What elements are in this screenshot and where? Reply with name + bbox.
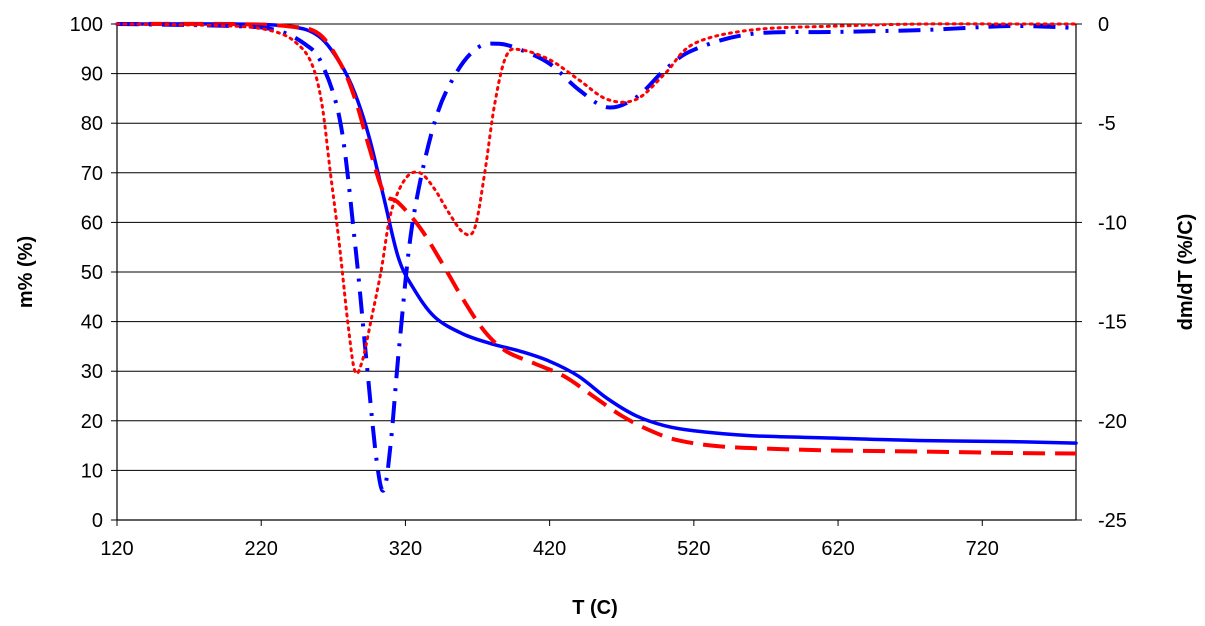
series-line-2-dashed bbox=[116, 21, 1077, 456]
y2-tick-label: -25 bbox=[1098, 510, 1127, 532]
y-tick-label: 60 bbox=[81, 212, 103, 234]
axes bbox=[111, 23, 1082, 526]
y-tick-label: 80 bbox=[81, 113, 103, 135]
y-axis-title: m% (%) bbox=[15, 236, 37, 308]
x-tick-label: 420 bbox=[533, 538, 566, 560]
x-tick-label: 620 bbox=[821, 538, 854, 560]
series-line-1-solid bbox=[115, 22, 1078, 445]
x-tick-label: 520 bbox=[677, 538, 710, 560]
y2-tick-label: -20 bbox=[1098, 411, 1127, 433]
data-series bbox=[115, 21, 1078, 493]
y-tick-label: 50 bbox=[81, 262, 103, 284]
y-tick-label: 90 bbox=[81, 64, 103, 86]
y-tick-label: 70 bbox=[81, 163, 103, 185]
gridlines bbox=[117, 23, 1076, 471]
y2-tick-label: -10 bbox=[1098, 212, 1127, 234]
y-tick-label: 20 bbox=[81, 411, 103, 433]
y2-tick-label: -15 bbox=[1098, 312, 1127, 334]
y-tick-label: 100 bbox=[70, 14, 103, 36]
x-tick-label: 320 bbox=[389, 538, 422, 560]
y-tick-label: 40 bbox=[81, 312, 103, 334]
x-tick-label: 220 bbox=[245, 538, 278, 560]
x-tick-label: 720 bbox=[966, 538, 999, 560]
y2-tick-label: -5 bbox=[1098, 113, 1116, 135]
series-line-4-dotted bbox=[115, 22, 1078, 376]
x-tick-label: 120 bbox=[100, 538, 133, 560]
y2-tick-label: 0 bbox=[1098, 14, 1109, 36]
y-tick-label: 10 bbox=[81, 460, 103, 482]
tick-labels: 0 10 20 30 40 50 60 70 80 90 100 -25 -20 -15 -10 -5 0 120… bbox=[70, 14, 1127, 560]
y2-axis-title: dm/dT (%/C) bbox=[1175, 214, 1197, 331]
x-axis-title: T (C) bbox=[572, 597, 618, 619]
y-tick-label: 0 bbox=[92, 510, 103, 532]
y-tick-label: 30 bbox=[81, 361, 103, 383]
series-line-3-dash-dot bbox=[116, 22, 1077, 493]
